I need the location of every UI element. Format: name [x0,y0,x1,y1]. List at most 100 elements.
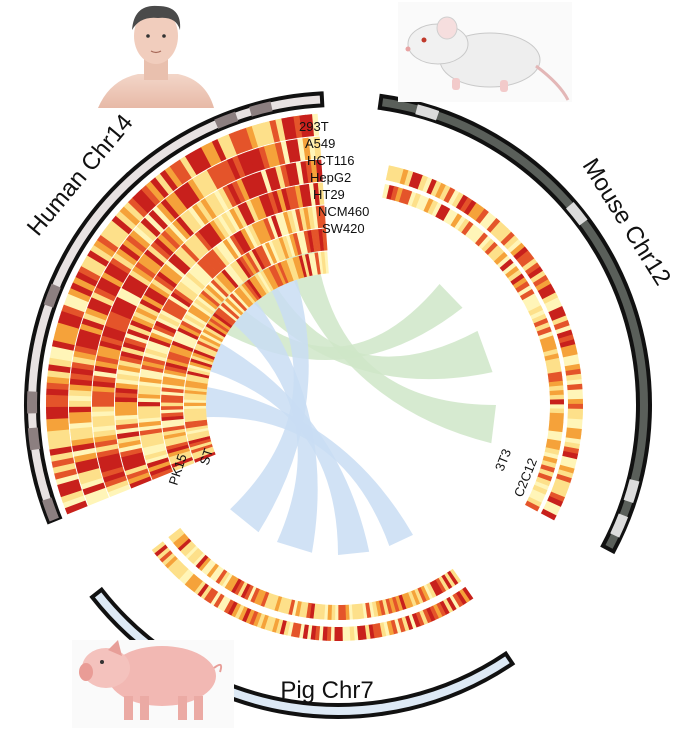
human-heatmap-cell [129,269,151,287]
human-heatmap-cell [165,361,188,371]
human-heatmap-cell [108,310,132,324]
human-heatmap-cell [51,456,75,468]
pig-heatmap-cell [190,578,203,593]
human-heatmap-cell [163,431,186,440]
mouse-heatmap-cell [540,508,557,521]
human-heatmap-cell [138,393,161,399]
human-heatmap-cell [155,173,174,195]
pig-heatmap-cell [198,557,211,572]
human-heatmap-cell [109,257,132,275]
human-heatmap-cell [225,297,244,316]
track-label-NCM460: NCM460 [318,204,369,219]
human-heatmap-cell [148,336,171,348]
pig-heatmap-cell [290,622,298,638]
human-heatmap-cell [175,284,196,302]
pig-heatmap-cell [390,619,398,635]
mouse-heatmap-cell [395,167,405,184]
human-heatmap-cell [282,211,293,234]
human-heatmap-cell [129,230,151,249]
human-heatmap-cell [294,185,304,208]
human-heatmap-cell [250,173,264,196]
human-heatmap-cell [242,254,258,275]
human-heatmap-cell [122,456,145,467]
human-heatmap-cell [179,156,197,179]
human-heatmap-cell [137,257,159,275]
human-heatmap-cell [46,382,69,390]
human-heatmap-cell [159,267,180,285]
human-heatmap-cell [145,180,165,202]
human-heatmap-cell [307,230,315,253]
mouse-heatmap-cell [531,313,547,324]
human-track-labels: 293T A549 HCT116 HepG2 HT29 NCM460 SW420 [299,119,369,236]
human-heatmap-cell [310,159,319,183]
human-heatmap-cell [216,162,232,185]
human-heatmap-cell [255,171,268,194]
human-heatmap-cell [144,290,166,306]
human-heatmap-cell [69,383,92,392]
human-heatmap-cell [101,271,124,288]
pig-heatmap-cell [267,616,276,632]
human-heatmap-cell [285,140,296,163]
pig-heatmap-cell [267,593,276,610]
human-heatmap-cell [166,444,190,454]
mouse-heatmap-cell [549,390,564,396]
human-heatmap-cell [184,314,205,329]
human-head-icon [92,0,216,110]
pig-heatmap-cell [260,614,269,630]
pig-heatmap-cell [256,613,266,628]
human-heatmap-cell [123,201,145,222]
human-heatmap-cell [148,209,168,230]
human-heatmap-cell [251,248,266,270]
mouse-heatmap-cell [540,339,556,349]
pig-heatmap-cell [426,582,437,598]
pig-heatmap-cell [184,573,197,588]
track-label-SW420: SW420 [322,221,365,236]
human-heatmap-cell [280,260,292,283]
human-heatmap-cell [272,190,283,213]
human-heatmap-cell [217,136,233,160]
human-heatmap-cell [221,159,237,183]
human-heatmap-cell [127,197,149,218]
pig-heatmap-cell [338,604,343,620]
mouse-heatmap-cell [528,305,543,316]
mouse-heatmap-cell [545,443,561,451]
mouse-heatmap-cell [493,251,508,265]
mouse-heatmap-cell [565,368,582,377]
human-heatmap-cell [185,271,206,290]
human-heatmap-cell [250,198,264,221]
pig-heatmap-cell [156,547,171,560]
mouse-heatmap-cell [527,266,544,280]
mouse-heatmap-cell [390,166,400,183]
human-heatmap-cell [115,401,138,407]
human-heatmap-cell [259,219,272,242]
pig-heatmap-cell [443,572,456,588]
pig-heatmap-cell [302,624,309,639]
mouse-heatmap-cell [461,221,474,236]
pig-heatmap-cell [413,588,424,604]
human-heatmap-cell [186,373,209,382]
human-heatmap-cell [111,215,133,235]
track-label-A549: A549 [305,136,335,151]
human-heatmap-cell [275,238,287,261]
human-heatmap-cell [124,464,148,476]
mouse-heatmap-cell [459,197,473,213]
human-heatmap-cell [175,216,195,237]
human-heatmap-cell [251,222,265,245]
human-heatmap-cell [161,402,184,407]
human-heatmap-cell [64,500,88,515]
human-heatmap-cell [169,347,192,359]
pig-heatmap-cell [250,587,260,603]
human-heatmap-cell [136,189,157,210]
human-heatmap-cell [307,206,315,230]
mouse-heatmap-cell [505,265,520,279]
human-heatmap-cell [172,459,195,472]
human-heatmap-cell [292,256,302,279]
human-heatmap-cell [183,209,202,231]
mouse-heatmap-cell [550,487,567,498]
human-heatmap-cell [178,323,201,338]
human-heatmap-cell [84,255,107,272]
human-heatmap-cell [265,267,279,289]
human-heatmap-cell [239,284,256,304]
mouse-heatmap-cell [386,184,395,200]
